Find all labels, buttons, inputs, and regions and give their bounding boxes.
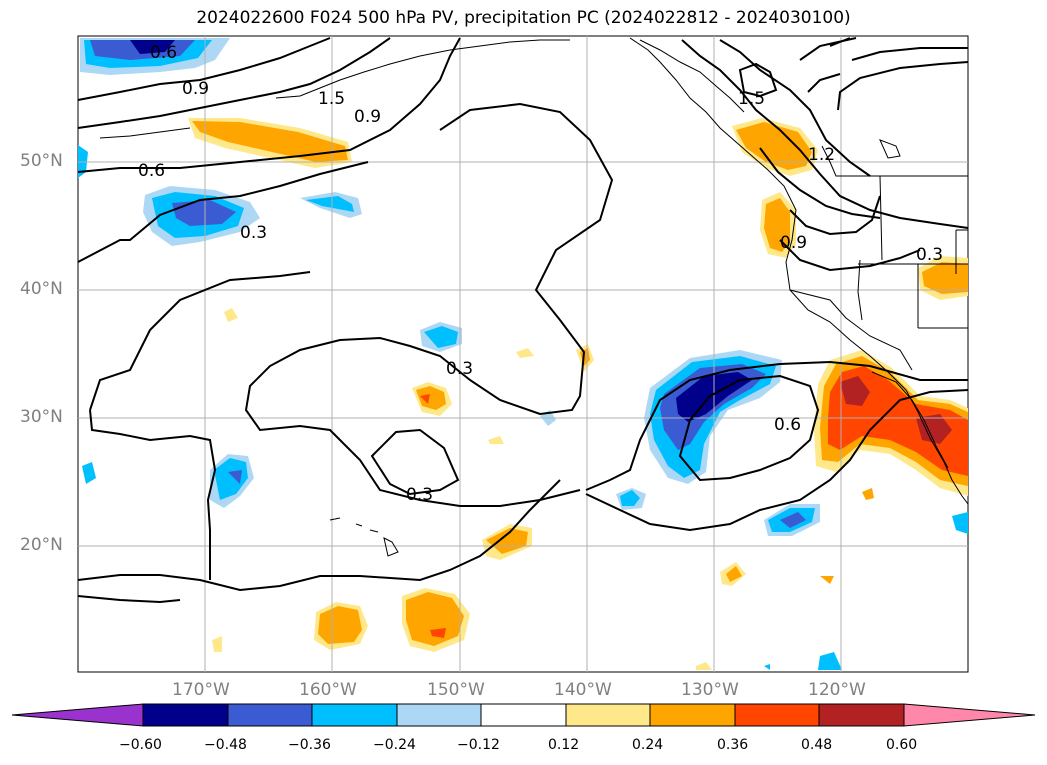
colorbar-low-extension	[11, 703, 144, 727]
contour-label: 0.9	[780, 233, 807, 253]
contour-label: 0.3	[406, 485, 433, 505]
contour-label: 0.3	[446, 359, 473, 379]
contour-label: 1.2	[808, 145, 835, 165]
map-title: 2024022600 F024 500 hPa PV, precipitatio…	[196, 8, 851, 28]
longitude-label: 130°W	[681, 680, 739, 700]
pv-contours	[77, 37, 969, 604]
colorbar-tick-label: 0.24	[632, 737, 664, 753]
colorbar-bin	[818, 703, 905, 727]
colorbar-bin	[734, 703, 820, 727]
contour-label: 0.3	[916, 245, 943, 265]
colorbar-bin	[311, 703, 398, 727]
longitude-label: 120°W	[808, 680, 866, 700]
latitude-label: 20°N	[20, 535, 63, 555]
contour-labels: 0.6 0.9 1.5 0.9 1.5 1.2 0.6 0.3 0.9 0.3 …	[138, 43, 943, 505]
colorbar-high-extension	[903, 703, 1036, 727]
contour-label: 0.6	[150, 43, 177, 63]
contour-label: 1.5	[318, 89, 345, 109]
colorbar-tick-label: −0.36	[288, 737, 331, 753]
contour-label: 0.9	[354, 107, 381, 127]
latitude-label: 50°N	[20, 151, 63, 171]
contour-label: 0.6	[774, 415, 801, 435]
colorbar-bin	[227, 703, 313, 727]
colorbar-tick-label: −0.60	[119, 737, 162, 753]
contour-label: 0.3	[240, 223, 267, 243]
colorbar-tick-label: 0.36	[717, 737, 749, 753]
latitude-label: 40°N	[20, 279, 63, 299]
colorbar-tick-label: 0.48	[801, 737, 833, 753]
colorbar-bin	[142, 703, 229, 727]
longitude-label: 160°W	[299, 680, 357, 700]
latitude-label: 30°N	[20, 407, 63, 427]
colorbar-bin	[565, 703, 651, 727]
contour-label: 0.6	[138, 161, 165, 181]
colorbar-tick-label: 0.12	[548, 737, 580, 753]
colorbar-tick-label: −0.24	[373, 737, 416, 753]
colorbar-bin	[396, 703, 482, 727]
colorbar-tick-label: 0.60	[886, 737, 918, 753]
colorbar-bin	[649, 703, 736, 727]
coastlines	[99, 37, 969, 557]
graticule	[78, 36, 968, 672]
longitude-label: 140°W	[554, 680, 612, 700]
contour-label: 0.9	[182, 79, 209, 99]
longitude-label: 170°W	[172, 680, 230, 700]
contour-label: 1.5	[738, 89, 765, 109]
colorbar-tick-label: −0.12	[457, 737, 500, 753]
colorbar-tick-label: −0.48	[204, 737, 247, 753]
colorbar	[11, 703, 1036, 727]
colorbar-bin	[480, 703, 567, 727]
longitude-label: 150°W	[427, 680, 485, 700]
